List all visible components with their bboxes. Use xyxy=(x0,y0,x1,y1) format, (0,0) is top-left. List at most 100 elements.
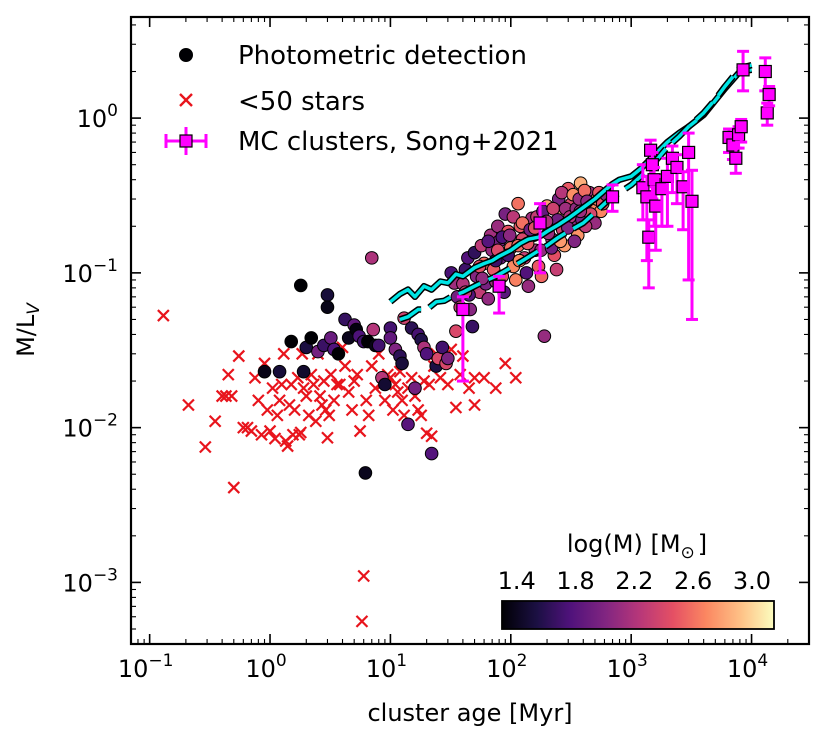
x-marker-stroke xyxy=(252,394,265,407)
legend-label-photometric: Photometric detection xyxy=(238,41,527,71)
photometric-point xyxy=(304,331,319,345)
x-marker-stroke xyxy=(273,394,286,407)
x-marker-stroke xyxy=(219,389,233,403)
x-marker-point xyxy=(362,409,375,422)
x-marker-stroke xyxy=(302,409,316,422)
x-marker-stroke xyxy=(255,428,268,441)
x-marker-stroke xyxy=(489,381,503,395)
photometric-point xyxy=(549,262,564,277)
x-marker-stroke xyxy=(449,401,463,414)
legend: Photometric detection <50 stars MC clust… xyxy=(164,41,559,157)
mc-cluster-point xyxy=(685,168,699,321)
photometric-point xyxy=(449,324,463,338)
x-marker-stroke xyxy=(208,414,222,428)
mc-marker xyxy=(644,143,658,157)
x-marker-stroke xyxy=(468,371,481,385)
x-marker-point xyxy=(299,389,313,403)
x-marker-point xyxy=(271,409,284,422)
x-marker-point xyxy=(245,424,258,438)
x-marker-point xyxy=(355,615,369,628)
x-marker-stroke xyxy=(389,378,402,391)
photometric-point xyxy=(521,279,536,294)
x-marker-stroke xyxy=(237,421,250,434)
x-marker-stroke xyxy=(333,378,347,391)
plot-frame xyxy=(129,15,811,646)
colorbar-tick-label: 1.8 xyxy=(556,567,594,595)
x-marker-point xyxy=(294,426,308,439)
y-axis-label-sub: V xyxy=(24,302,44,315)
x-marker-stroke xyxy=(353,424,367,438)
x-marker-point xyxy=(378,394,392,407)
photometric-point xyxy=(378,377,392,392)
photometric-point xyxy=(364,251,379,265)
x-marker-stroke xyxy=(261,403,274,417)
x-marker-point xyxy=(215,389,229,403)
colorbar-label: log(M) [M⊙] xyxy=(567,530,707,563)
photometric-point xyxy=(481,234,496,249)
data-layer xyxy=(157,49,776,628)
x-marker-point xyxy=(255,428,268,441)
x-marker-point xyxy=(477,371,491,385)
x-axis-label: cluster age [Myr] xyxy=(367,699,572,727)
x-marker-point xyxy=(322,409,336,422)
x-marker-stroke xyxy=(395,394,409,407)
x-marker-stroke xyxy=(245,424,258,438)
x-marker-point xyxy=(386,403,400,417)
legend-marker-mc xyxy=(164,127,208,155)
mc-marker xyxy=(456,302,470,317)
photometric-point xyxy=(401,417,415,432)
x-marker-stroke xyxy=(215,389,229,403)
colorbar-tick-label: 2.2 xyxy=(615,567,653,595)
x-marker-point xyxy=(425,429,438,443)
mc-marker xyxy=(685,194,699,208)
x-marker-point xyxy=(350,368,364,381)
x-marker-point xyxy=(391,385,404,399)
mc-cluster-point xyxy=(736,49,750,93)
photometric-point xyxy=(324,331,338,345)
colorbar-ticks: 1.4 1.8 2.2 2.6 3.0 xyxy=(498,567,771,611)
x-marker-stroke xyxy=(391,385,404,399)
photometric-point xyxy=(441,351,455,366)
x-marker-stroke xyxy=(365,359,379,373)
x-marker-stroke xyxy=(294,426,308,439)
mc-marker xyxy=(736,63,750,77)
x-marker-point xyxy=(345,403,359,417)
x-marker-point xyxy=(449,401,463,414)
x-marker-point xyxy=(342,385,355,399)
x-marker-stroke xyxy=(386,403,400,417)
x-marker-stroke xyxy=(288,403,301,417)
photometric-point xyxy=(465,319,480,334)
x-marker-stroke xyxy=(441,378,455,391)
mc-marker xyxy=(682,145,696,160)
x-marker-point xyxy=(509,371,523,385)
x-marker-stroke xyxy=(232,349,246,363)
mc-cluster-point xyxy=(762,85,776,108)
x-marker-stroke xyxy=(397,409,411,422)
x-marker-stroke xyxy=(405,371,418,385)
photometric-point xyxy=(546,201,560,216)
x-marker-stroke xyxy=(509,371,523,385)
legend-label-mc: MC clusters, Song+2021 xyxy=(238,127,559,157)
colorbar-label-end: ] xyxy=(698,530,707,558)
x-marker-stroke xyxy=(434,371,447,385)
mc-cluster-point xyxy=(456,295,470,383)
x-marker-stroke xyxy=(420,426,433,440)
x-marker-point xyxy=(359,394,373,407)
mc-marker xyxy=(760,106,774,120)
x-tick-label: 104 xyxy=(727,651,768,683)
mc-marker xyxy=(758,64,772,79)
x-marker-point xyxy=(252,394,265,407)
x-marker-point xyxy=(222,368,235,381)
colorbar-gradient xyxy=(501,600,775,630)
photometric-point xyxy=(371,338,386,353)
legend-label-x: <50 stars xyxy=(238,87,365,117)
colorbar-label-symbol: ⊙ xyxy=(681,543,695,563)
mc-marker xyxy=(492,279,506,293)
x-marker-stroke xyxy=(422,378,436,391)
photometric-point xyxy=(284,334,299,349)
x-marker-point xyxy=(297,381,310,395)
y-tick-label: 10−1 xyxy=(62,256,118,288)
mc-cluster-point xyxy=(605,183,620,213)
x-tick-label: 103 xyxy=(606,651,647,683)
